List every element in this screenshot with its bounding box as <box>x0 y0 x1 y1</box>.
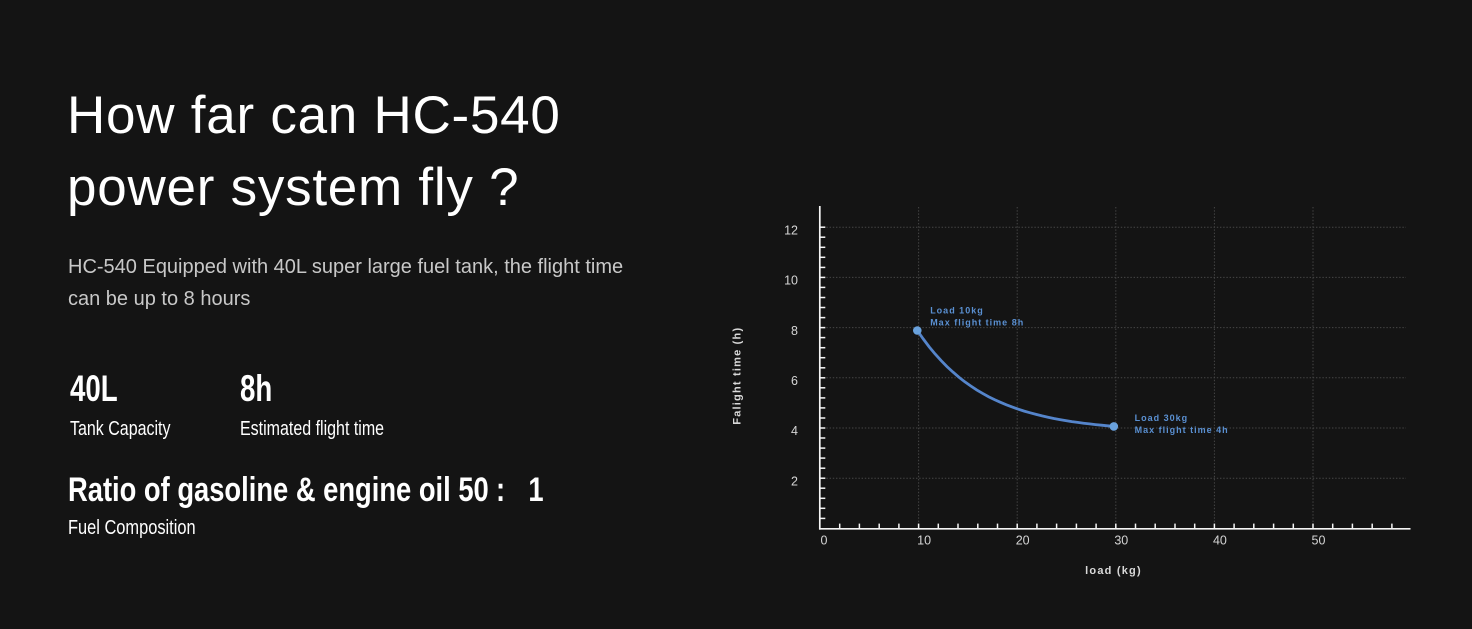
svg-text:Load 10kg: Load 10kg <box>930 305 984 315</box>
svg-text:Load 30kg: Load 30kg <box>1135 413 1189 423</box>
svg-text:30: 30 <box>1114 534 1128 548</box>
svg-text:0: 0 <box>821 534 828 548</box>
svg-text:6: 6 <box>791 374 798 388</box>
svg-text:Falight time (h): Falight time (h) <box>732 327 744 425</box>
svg-text:Max flight time 8h: Max flight time 8h <box>930 318 1024 328</box>
svg-text:12: 12 <box>784 223 798 237</box>
svg-text:8: 8 <box>791 324 798 338</box>
svg-text:40: 40 <box>1213 534 1227 548</box>
svg-text:4: 4 <box>791 424 798 438</box>
svg-text:20: 20 <box>1016 534 1030 548</box>
svg-text:50: 50 <box>1312 534 1326 548</box>
svg-text:2: 2 <box>791 474 798 488</box>
svg-text:load (kg): load (kg) <box>1085 565 1142 577</box>
svg-text:Max flight time 4h: Max flight time 4h <box>1135 425 1229 435</box>
svg-text:10: 10 <box>784 274 798 288</box>
svg-text:10: 10 <box>917 534 931 548</box>
